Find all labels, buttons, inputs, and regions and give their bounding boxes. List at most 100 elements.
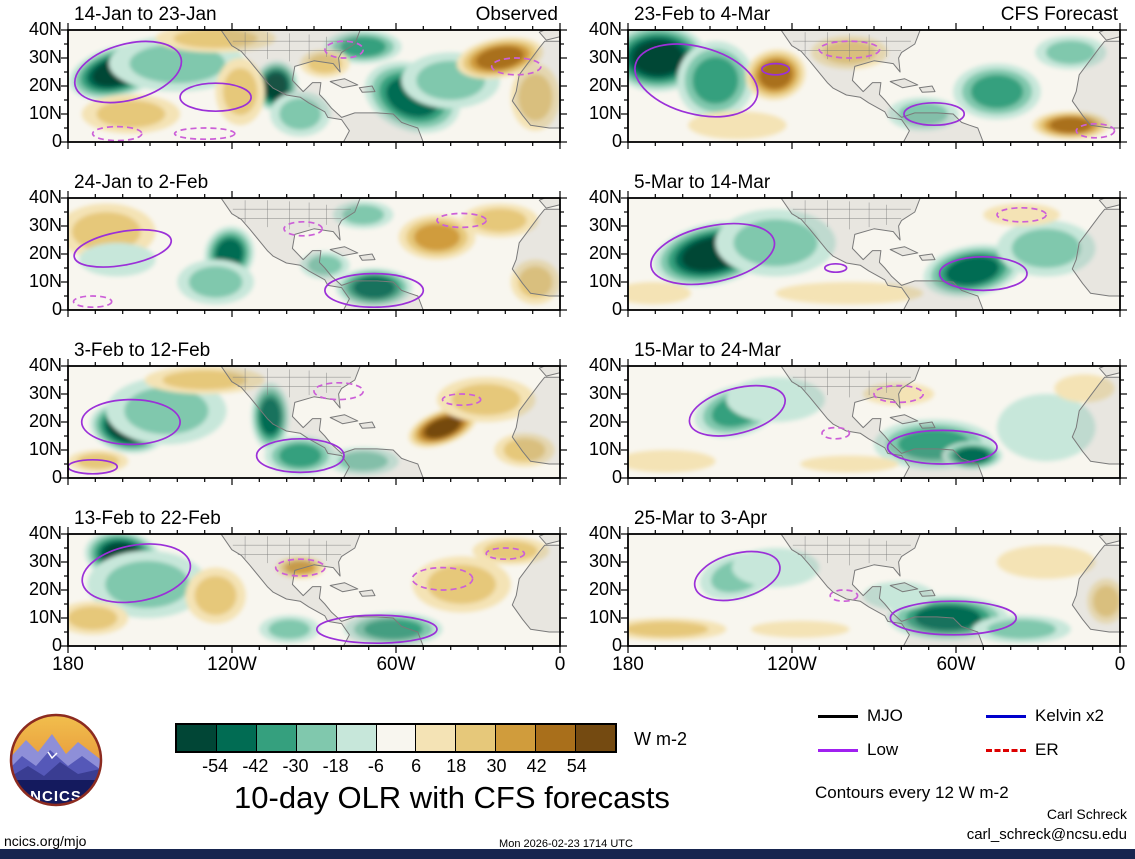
legend-label: MJO xyxy=(867,706,903,725)
logo-snowcap xyxy=(47,751,58,760)
y-axis-label: 0 xyxy=(51,635,62,655)
map-panel: 24-Jan to 2-Feb 40N 30N 20N 10N 0 xyxy=(29,172,567,319)
y-axis-label: 40N xyxy=(28,19,62,39)
map-plot xyxy=(621,23,1127,149)
figure-title: 10-day OLR with CFS forecasts xyxy=(234,780,670,815)
y-axis-label: 20N xyxy=(28,243,62,263)
map-plot xyxy=(621,527,1127,653)
y-axis-label: 30N xyxy=(588,383,622,403)
colorbar-units-label: W m-2 xyxy=(634,729,687,749)
y-axis-label: 10N xyxy=(28,271,62,291)
map-plot xyxy=(61,23,567,149)
legend-item: ER xyxy=(986,740,1135,760)
x-axis-label: 60W xyxy=(376,654,416,675)
y-axis-label: 10N xyxy=(588,103,622,123)
map-plot xyxy=(61,359,567,485)
y-axis-label: 40N xyxy=(28,523,62,543)
y-axis-label: 0 xyxy=(51,131,62,151)
colorbar-tick-label: -18 xyxy=(322,756,349,776)
colorbar-tick-label: -6 xyxy=(367,756,384,776)
map-panel: 25-Mar to 3-Apr 40N 30N 20N 10N 0 180 120W 60W 0 xyxy=(589,508,1127,680)
map-panel: 15-Mar to 24-Mar 40N 30N 20N 10N 0 xyxy=(589,340,1127,487)
y-axis-label: 0 xyxy=(611,635,622,655)
x-axis-label: 60W xyxy=(936,654,976,675)
bottom-bar xyxy=(0,849,1135,859)
map-panel: 13-Feb to 22-Feb 40N 30N 20N 10N 0 180 120W 60W 0 xyxy=(29,508,567,680)
forecast-header: CFS Forecast xyxy=(1000,4,1118,25)
colorbar-tick-label: 6 xyxy=(411,756,422,776)
panel-date-range: 25-Mar to 3-Apr xyxy=(634,508,768,529)
y-axis-label: 40N xyxy=(588,523,622,543)
site-link[interactable]: ncics.org/mjo xyxy=(4,833,87,849)
colorbar-segment xyxy=(177,725,217,751)
legend-line-sample xyxy=(986,748,1026,752)
y-axis-label: 40N xyxy=(28,355,62,375)
y-axis-label: 30N xyxy=(28,47,62,67)
colorbar-segment xyxy=(536,725,577,751)
x-axis-label: 120W xyxy=(767,654,817,675)
y-axis-label: 0 xyxy=(51,299,62,319)
y-axis-label: 30N xyxy=(28,383,62,403)
y-axis-label: 10N xyxy=(588,271,622,291)
y-axis-label: 20N xyxy=(588,411,622,431)
y-axis-label: 30N xyxy=(588,47,622,67)
panel-date-range: 24-Jan to 2-Feb xyxy=(74,172,209,193)
colorbar-segment xyxy=(576,725,615,751)
map-panel: 3-Feb to 12-Feb 40N 30N 20N 10N 0 xyxy=(29,340,567,487)
y-axis-label: 10N xyxy=(28,103,62,123)
legend-label: Kelvin x2 xyxy=(1035,706,1104,725)
x-axis-label: 0 xyxy=(1114,654,1126,675)
y-axis-label: 0 xyxy=(611,467,622,487)
colorbar-tick-label: -54 xyxy=(202,756,229,776)
panel-date-range: 14-Jan to 23-Jan xyxy=(74,4,217,25)
credit-email[interactable]: carl_schreck@ncsu.edu xyxy=(966,826,1127,843)
colorbar-segment xyxy=(416,725,457,751)
map-panel: 5-Mar to 14-Mar 40N 30N 20N 10N 0 xyxy=(589,172,1127,319)
colorbar-tick-label: 18 xyxy=(446,756,467,776)
colorbar-segment xyxy=(336,725,377,751)
y-axis-label: 30N xyxy=(28,215,62,235)
panel-date-range: 13-Feb to 22-Feb xyxy=(74,508,221,529)
colorbar-segment xyxy=(456,725,497,751)
y-axis-label: 0 xyxy=(51,467,62,487)
legend-line-sample xyxy=(818,748,858,752)
y-axis-label: 20N xyxy=(588,75,622,95)
colorbar-tick-label: -42 xyxy=(242,756,269,776)
x-axis-label: 180 xyxy=(612,654,644,675)
y-axis-label: 40N xyxy=(28,187,62,207)
y-axis-label: 40N xyxy=(588,19,622,39)
y-axis-label: 10N xyxy=(588,607,622,627)
y-axis-label: 0 xyxy=(611,299,622,319)
legend-label: ER xyxy=(1035,740,1059,759)
x-axis-label: 180 xyxy=(52,654,84,675)
y-axis-label: 20N xyxy=(588,243,622,263)
panel-date-range: 23-Feb to 4-Mar xyxy=(634,4,771,25)
map-plot xyxy=(621,191,1127,317)
map-panel: 14-Jan to 23-Jan Observed 40N 30N 20N 10N 0 xyxy=(29,4,567,151)
colorbar-tick-label: 30 xyxy=(486,756,507,776)
colorbar-tick-label: -30 xyxy=(282,756,309,776)
colorbar-segment xyxy=(296,725,337,751)
map-plot xyxy=(621,359,1127,485)
map-panel: 23-Feb to 4-Mar CFS Forecast 40N 30N 20N 10N 0 xyxy=(589,4,1127,151)
legend-item: Low xyxy=(818,740,986,760)
x-axis-label: 0 xyxy=(554,654,566,675)
y-axis-label: 10N xyxy=(28,607,62,627)
y-axis-label: 30N xyxy=(28,551,62,571)
y-axis-label: 40N xyxy=(588,187,622,207)
map-plot xyxy=(61,191,567,317)
colorbar-labels: -54 -42 -30 -18 -6 6 18 30 42 54 xyxy=(175,756,617,778)
y-axis-label: 30N xyxy=(588,215,622,235)
y-axis-label: 0 xyxy=(611,131,622,151)
y-axis-label: 20N xyxy=(28,579,62,599)
y-axis-label: 20N xyxy=(28,75,62,95)
panel-date-range: 15-Mar to 24-Mar xyxy=(634,340,781,361)
ncics-logo: NCICS xyxy=(9,713,103,807)
y-axis-label: 10N xyxy=(28,439,62,459)
legend-line-sample xyxy=(818,714,858,718)
colorbar-segment xyxy=(256,725,297,751)
observed-header: Observed xyxy=(475,4,558,25)
x-axis-label: 120W xyxy=(207,654,257,675)
panel-date-range: 3-Feb to 12-Feb xyxy=(74,340,211,361)
